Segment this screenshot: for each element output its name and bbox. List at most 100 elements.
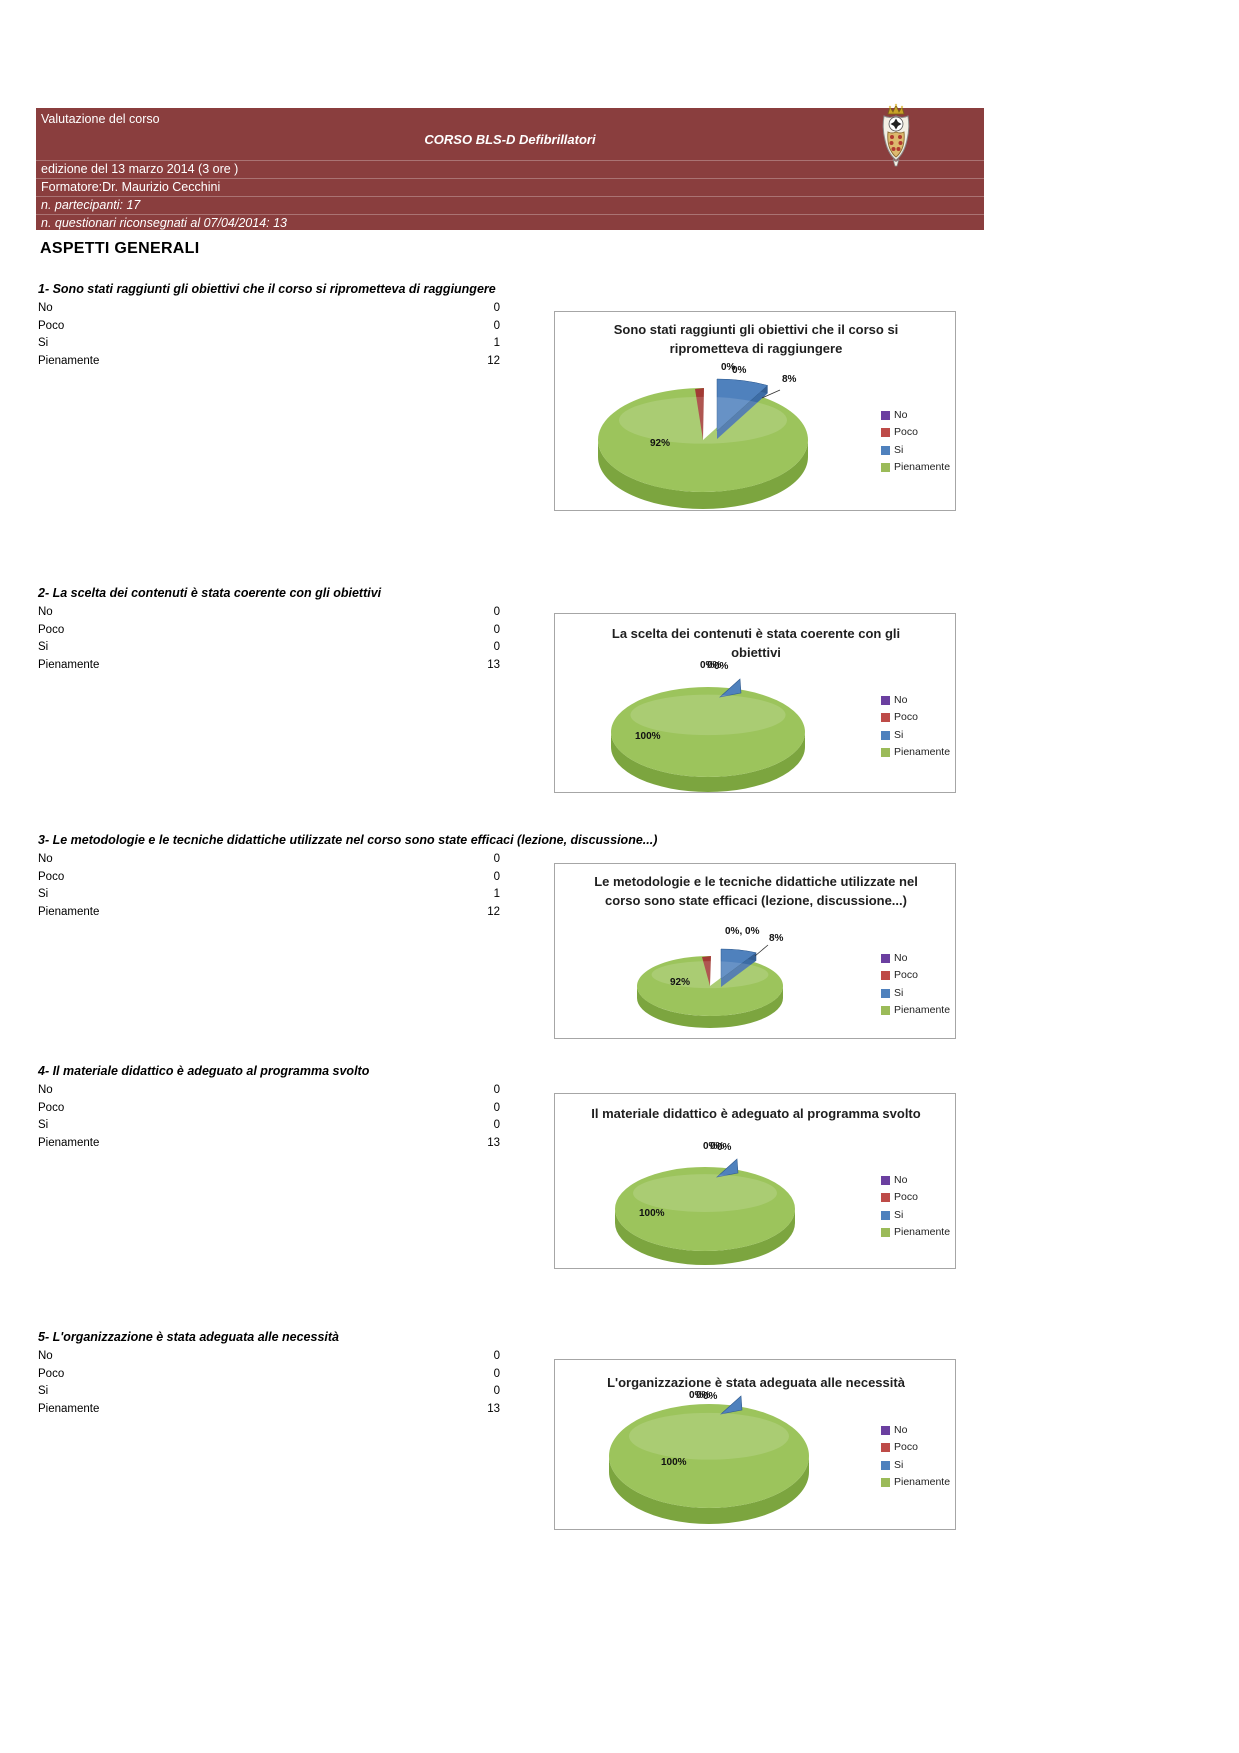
answer-row: No 0 bbox=[38, 1349, 500, 1367]
answer-count: 0 bbox=[493, 1385, 500, 1397]
legend-label: Pienamente bbox=[894, 461, 951, 473]
legend-swatch bbox=[881, 730, 890, 740]
pie-label-main: 100% bbox=[639, 1208, 665, 1219]
legend-label: Pienamente bbox=[894, 1004, 951, 1016]
pie-label-zero: 0% bbox=[732, 365, 747, 376]
legend-item: Poco bbox=[881, 1442, 950, 1454]
legend-item: Si bbox=[881, 444, 950, 456]
answer-count: 0 bbox=[493, 319, 500, 332]
answer-count: 0 bbox=[493, 1084, 500, 1096]
answer-label: Pienamente bbox=[38, 905, 100, 918]
answer-row: No 0 bbox=[38, 605, 500, 623]
answer-label: Pienamente bbox=[38, 1402, 100, 1415]
legend-item: No bbox=[881, 952, 950, 964]
answer-row: Pienamente 13 bbox=[38, 1402, 500, 1420]
legend-label: Si bbox=[894, 1208, 904, 1221]
section-title: ASPETTI GENERALI bbox=[40, 240, 200, 257]
answer-count: 0 bbox=[493, 853, 500, 865]
question-block-3: 3- Le metodologie e le tecniche didattic… bbox=[38, 833, 658, 923]
answer-row: Poco 0 bbox=[38, 623, 500, 641]
header-questionnaires: n. questionari riconsegnati al 07/04/201… bbox=[36, 214, 984, 232]
chart-title: Le metodologie e le tecniche didattiche … bbox=[594, 874, 918, 908]
legend-swatch bbox=[881, 428, 890, 437]
legend-swatch bbox=[881, 1006, 890, 1015]
legend-label: No bbox=[894, 693, 908, 706]
legend-item: Si bbox=[881, 1459, 950, 1471]
answer-row: Pienamente 13 bbox=[38, 1136, 500, 1154]
chart-title: L'organizzazione è stata adeguata alle n… bbox=[607, 1375, 905, 1390]
legend-item: Poco bbox=[881, 1192, 950, 1204]
answer-label: No bbox=[38, 1350, 53, 1362]
answer-label: Poco bbox=[38, 1101, 65, 1114]
pie-chart bbox=[611, 678, 805, 792]
answer-label: Poco bbox=[38, 1367, 65, 1380]
question-block-5: 5- L'organizzazione è stata adeguata all… bbox=[38, 1330, 500, 1419]
chart-title: Sono stati raggiunti gli obiettivi che i… bbox=[613, 322, 899, 356]
answer-count: 0 bbox=[493, 1119, 500, 1131]
legend-swatch bbox=[881, 713, 890, 722]
legend-item: Si bbox=[881, 987, 950, 999]
legend-label: Poco bbox=[894, 426, 918, 438]
chart-title: Il materiale didattico è adeguato al pro… bbox=[591, 1106, 921, 1121]
answer-label: Poco bbox=[38, 870, 65, 883]
chart-4-box: Il materiale didattico è adeguato al pro… bbox=[554, 1093, 956, 1269]
answer-label: Si bbox=[38, 337, 49, 349]
question-heading: 3- Le metodologie e le tecniche didattic… bbox=[38, 833, 658, 847]
legend-label: Si bbox=[894, 986, 904, 999]
answer-row: Poco 0 bbox=[38, 870, 500, 888]
legend-swatch bbox=[881, 748, 890, 757]
chart-2-box: La scelta dei contenuti è stata coerente… bbox=[554, 613, 956, 793]
pie-label-main: 100% bbox=[661, 1457, 687, 1468]
answer-row: Si 1 bbox=[38, 336, 500, 354]
legend-item: Poco bbox=[881, 427, 950, 439]
pie-chart bbox=[609, 1395, 809, 1524]
answer-label: Pienamente bbox=[38, 1136, 100, 1149]
pie-label-zero: 0% bbox=[700, 660, 715, 671]
pie-label-zero: 0% bbox=[721, 362, 736, 373]
course-title: CORSO BLS-D Defibrillatori bbox=[424, 132, 596, 147]
pie-label-zero: 0% bbox=[717, 1142, 732, 1153]
pie-label-zero: 0% bbox=[703, 1141, 718, 1152]
legend-item: Poco bbox=[881, 712, 950, 724]
answer-count: 1 bbox=[493, 888, 500, 900]
pie-label-zero: 0% bbox=[696, 1390, 711, 1401]
answer-count: 12 bbox=[487, 905, 500, 918]
answer-label: Pienamente bbox=[38, 354, 100, 367]
legend-label: No bbox=[894, 408, 908, 421]
pie-label-si: 8% bbox=[769, 933, 784, 944]
chart-title: La scelta dei contenuti è stata coerente… bbox=[611, 626, 901, 660]
legend-item: Pienamente bbox=[881, 462, 950, 474]
pie-label-zero: 0% bbox=[689, 1390, 704, 1401]
answer-row: Pienamente 12 bbox=[38, 905, 500, 923]
legend-label: Pienamente bbox=[894, 746, 951, 758]
answer-row: Poco 0 bbox=[38, 1101, 500, 1119]
answer-label: Si bbox=[38, 1385, 49, 1397]
pie-chart bbox=[598, 378, 808, 509]
answer-row: Si 0 bbox=[38, 1384, 500, 1402]
pie-label-zero: 0% bbox=[707, 660, 722, 671]
legend-swatch bbox=[881, 1210, 890, 1220]
legend-item: No bbox=[881, 1424, 950, 1436]
legend-item: No bbox=[881, 694, 950, 706]
question-block-2: 2- La scelta dei contenuti è stata coere… bbox=[38, 586, 500, 675]
legend-item: Poco bbox=[881, 970, 950, 982]
answer-label: No bbox=[38, 853, 53, 865]
legend-label: Si bbox=[894, 728, 904, 741]
answer-count: 0 bbox=[493, 1367, 500, 1380]
answer-count: 0 bbox=[493, 623, 500, 636]
answer-row: Pienamente 13 bbox=[38, 658, 500, 676]
question-block-4: 4- Il materiale didattico è adeguato al … bbox=[38, 1064, 500, 1153]
chart-legend: No Poco Si Pienamente bbox=[881, 1174, 950, 1244]
legend-swatch bbox=[881, 410, 890, 420]
pie-label-main: 92% bbox=[670, 977, 691, 988]
answer-count: 0 bbox=[493, 1350, 500, 1362]
legend-swatch bbox=[881, 1425, 890, 1435]
legend-item: Pienamente bbox=[881, 747, 950, 759]
answer-count: 0 bbox=[493, 1101, 500, 1114]
answer-row: No 0 bbox=[38, 852, 500, 870]
answer-row: Poco 0 bbox=[38, 1367, 500, 1385]
answer-label: Pienamente bbox=[38, 658, 100, 671]
legend-label: Si bbox=[894, 1458, 904, 1471]
legend-swatch bbox=[881, 1460, 890, 1470]
